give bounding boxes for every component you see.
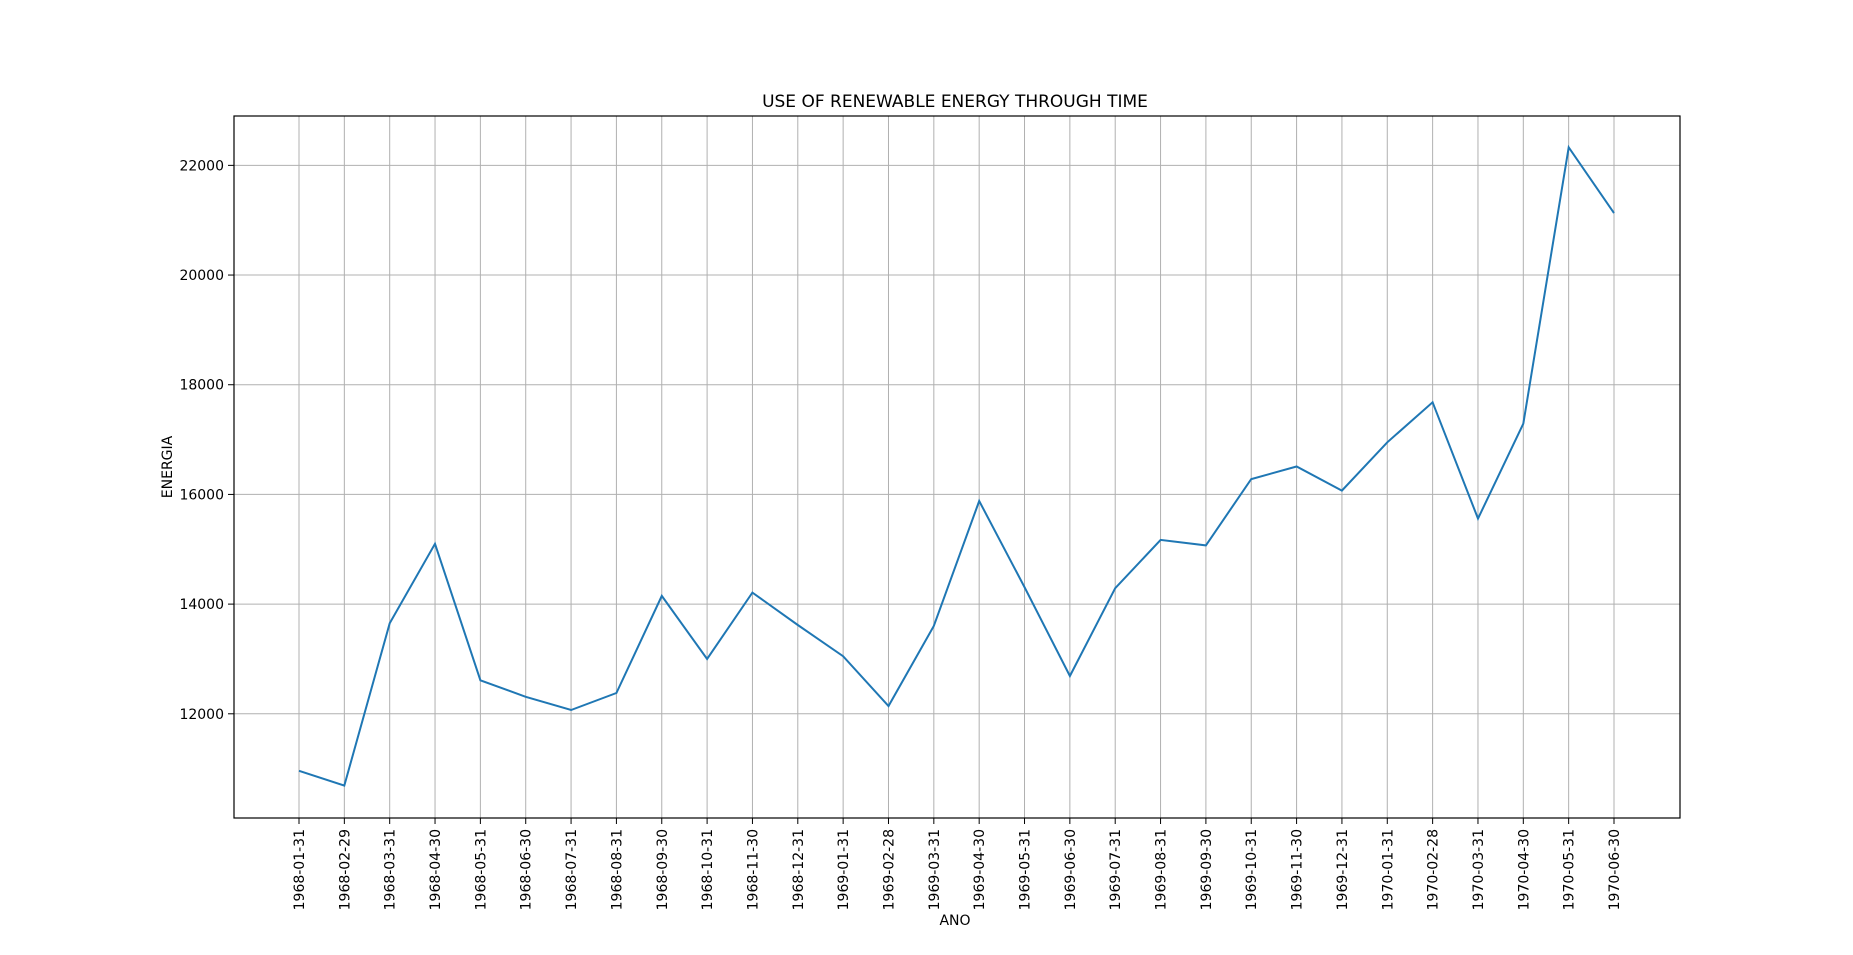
x-tick-label: 1969-01-31 [836,829,852,910]
x-tick-label: 1970-03-31 [1471,829,1487,910]
y-tick-label: 18000 [179,378,224,394]
x-tick-label: 1968-02-29 [337,829,353,910]
x-tick-label: 1969-05-31 [1018,829,1034,910]
x-tick-label: 1970-05-31 [1562,829,1578,910]
x-tick-label: 1969-02-28 [881,829,897,910]
x-tick-label: 1970-04-30 [1516,829,1532,910]
series-layer [298,144,1615,787]
y-axis: 12000 14000 16000 18000 20000 22000 [179,158,234,723]
y-tick-label: 16000 [179,487,224,503]
x-tick-label: 1968-01-31 [292,829,308,910]
grid [234,116,1680,818]
x-tick-label: 1968-10-31 [700,829,716,910]
x-tick-label: 1968-03-31 [383,829,399,910]
y-tick-label: 14000 [179,597,224,613]
x-tick-label: 1970-06-30 [1607,829,1623,910]
x-tick-label: 1969-09-30 [1199,829,1215,910]
y-axis-label: ENERGIA [160,435,176,498]
plot-area-frame [233,115,1681,819]
x-tick-label: 1968-09-30 [655,829,671,910]
x-axis: 1968-01-31 1968-02-29 1968-03-31 1968-04-30… [292,818,1623,910]
x-tick-label: 1969-08-31 [1154,829,1170,910]
y-tick-label: 22000 [179,158,224,174]
x-tick-label: 1969-06-30 [1063,829,1079,910]
x-tick-label: 1969-04-30 [972,829,988,910]
x-tick-label: 1968-06-30 [519,829,535,910]
y-tick-label: 12000 [179,707,224,723]
x-axis-label: ANO [939,913,970,929]
x-tick-label: 1969-07-31 [1108,829,1124,910]
x-tick-label: 1969-03-31 [927,829,943,910]
x-tick-label: 1968-12-31 [791,829,807,910]
x-tick-label: 1969-10-31 [1244,829,1260,910]
x-tick-label: 1970-01-31 [1380,829,1396,910]
x-tick-label: 1969-11-30 [1290,829,1306,910]
x-tick-label: 1968-07-31 [564,829,580,910]
chart-title: USE OF RENEWABLE ENERGY THROUGH TIME [762,92,1148,112]
x-tick-label: 1968-08-31 [609,829,625,910]
x-tick-label: 1968-05-31 [473,829,489,910]
x-tick-label: 1969-12-31 [1335,829,1351,910]
x-tick-label: 1968-04-30 [428,829,444,910]
y-tick-label: 20000 [179,268,224,284]
x-tick-label: 1970-02-28 [1426,829,1442,910]
series-line [298,144,1615,787]
x-tick-label: 1968-11-30 [745,829,761,910]
